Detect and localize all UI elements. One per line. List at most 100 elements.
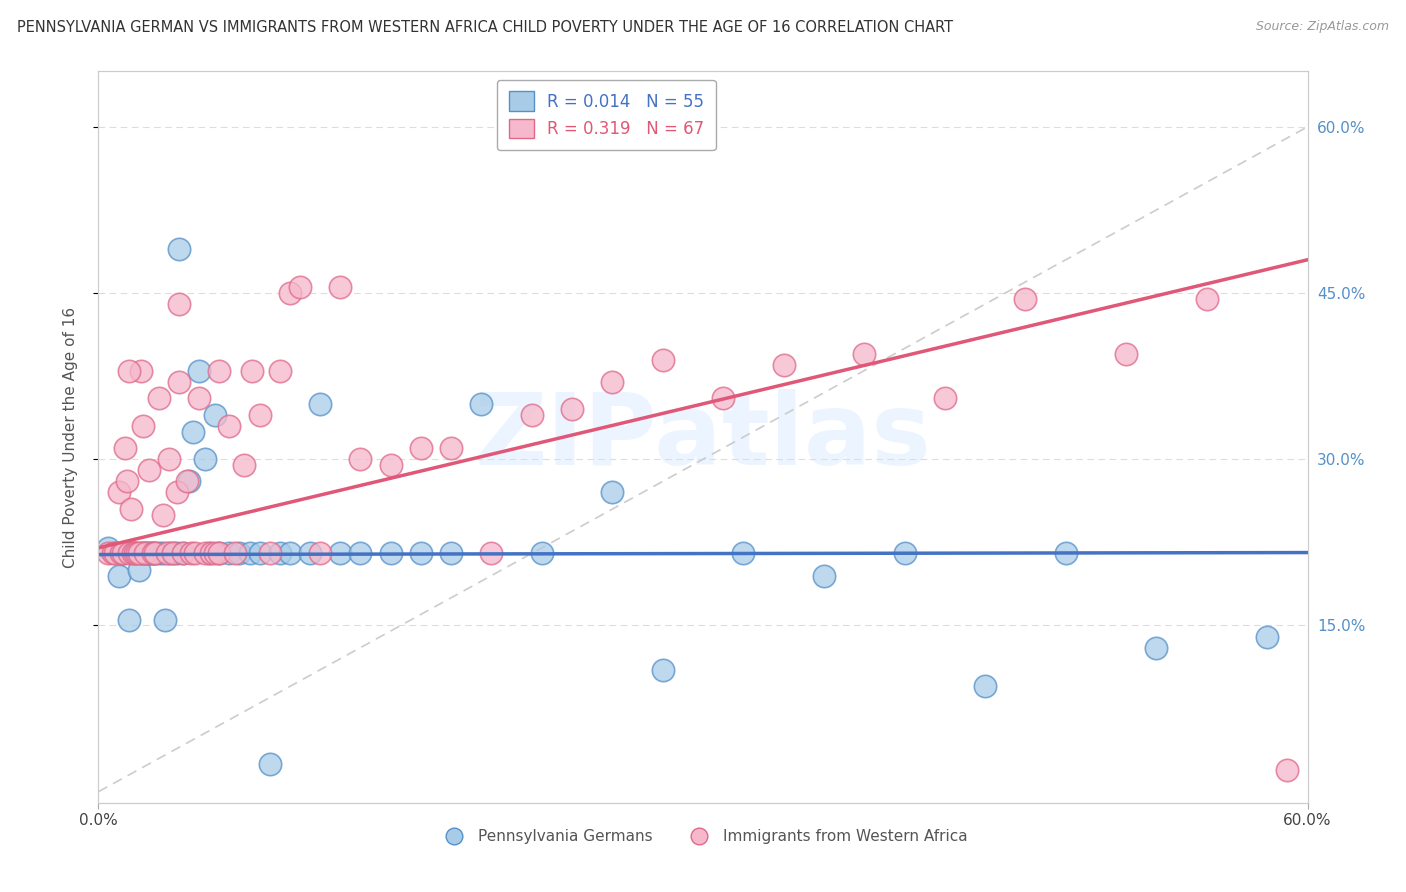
Point bbox=[179, 475, 201, 489]
Point bbox=[184, 546, 207, 560]
Point bbox=[111, 546, 134, 560]
Point bbox=[602, 485, 624, 500]
Point bbox=[440, 441, 463, 455]
Point bbox=[114, 441, 136, 455]
Point bbox=[111, 546, 134, 560]
Point bbox=[142, 546, 165, 560]
Point bbox=[162, 546, 184, 560]
Point bbox=[380, 458, 402, 472]
Point bbox=[349, 546, 371, 560]
Point bbox=[166, 485, 188, 500]
Point bbox=[162, 546, 184, 560]
Point bbox=[135, 546, 157, 560]
Point bbox=[125, 546, 148, 560]
Point bbox=[121, 546, 143, 560]
Point bbox=[733, 546, 755, 560]
Point bbox=[1195, 292, 1218, 306]
Point bbox=[167, 297, 190, 311]
Point bbox=[278, 546, 301, 560]
Point bbox=[132, 546, 155, 560]
Point bbox=[602, 375, 624, 389]
Point bbox=[218, 419, 240, 434]
Point bbox=[118, 363, 141, 377]
Point bbox=[115, 475, 138, 489]
Point bbox=[188, 392, 211, 406]
Point bbox=[1054, 546, 1077, 560]
Point bbox=[172, 546, 194, 560]
Point bbox=[481, 546, 503, 560]
Point bbox=[561, 402, 583, 417]
Point bbox=[134, 546, 156, 560]
Point bbox=[138, 463, 160, 477]
Point bbox=[138, 546, 160, 560]
Point bbox=[380, 546, 402, 560]
Point bbox=[893, 546, 915, 560]
Point bbox=[152, 508, 174, 522]
Point bbox=[1146, 640, 1168, 655]
Point bbox=[239, 546, 262, 560]
Point bbox=[208, 546, 231, 560]
Point bbox=[148, 546, 170, 560]
Point bbox=[198, 546, 221, 560]
Point bbox=[110, 546, 132, 560]
Point bbox=[1256, 630, 1278, 644]
Point bbox=[152, 546, 174, 560]
Point bbox=[188, 363, 211, 377]
Point bbox=[218, 546, 240, 560]
Point bbox=[156, 546, 179, 560]
Point bbox=[309, 397, 332, 411]
Point bbox=[172, 546, 194, 560]
Point bbox=[118, 613, 141, 627]
Point bbox=[259, 757, 281, 772]
Point bbox=[269, 363, 291, 377]
Point bbox=[181, 425, 204, 439]
Point bbox=[153, 613, 176, 627]
Point bbox=[813, 568, 835, 582]
Point bbox=[118, 546, 141, 560]
Point bbox=[101, 546, 124, 560]
Point bbox=[349, 452, 371, 467]
Point bbox=[299, 546, 322, 560]
Point bbox=[228, 546, 250, 560]
Point bbox=[934, 392, 956, 406]
Point bbox=[520, 408, 543, 422]
Point bbox=[651, 663, 673, 677]
Point bbox=[259, 546, 281, 560]
Point bbox=[194, 452, 217, 467]
Point bbox=[329, 546, 352, 560]
Point bbox=[97, 541, 120, 555]
Point bbox=[530, 546, 553, 560]
Point bbox=[157, 546, 180, 560]
Point bbox=[124, 546, 146, 560]
Point bbox=[180, 546, 202, 560]
Point bbox=[200, 546, 222, 560]
Point bbox=[1014, 292, 1036, 306]
Point bbox=[440, 546, 463, 560]
Point bbox=[167, 375, 190, 389]
Point bbox=[176, 475, 198, 489]
Point bbox=[134, 546, 156, 560]
Point bbox=[166, 546, 188, 560]
Point bbox=[409, 441, 432, 455]
Point bbox=[167, 242, 190, 256]
Text: Source: ZipAtlas.com: Source: ZipAtlas.com bbox=[1256, 20, 1389, 33]
Point bbox=[124, 546, 146, 560]
Point bbox=[853, 347, 876, 361]
Point bbox=[269, 546, 291, 560]
Point bbox=[288, 280, 311, 294]
Point bbox=[107, 485, 129, 500]
Point bbox=[157, 452, 180, 467]
Point bbox=[1277, 763, 1299, 777]
Point bbox=[132, 419, 155, 434]
Point bbox=[232, 458, 254, 472]
Point bbox=[1115, 347, 1137, 361]
Point bbox=[309, 546, 332, 560]
Point bbox=[148, 392, 170, 406]
Point bbox=[120, 502, 142, 516]
Point bbox=[129, 546, 152, 560]
Legend: Pennsylvania Germans, Immigrants from Western Africa: Pennsylvania Germans, Immigrants from We… bbox=[432, 822, 974, 850]
Point bbox=[204, 546, 226, 560]
Point bbox=[143, 546, 166, 560]
Point bbox=[208, 546, 231, 560]
Point bbox=[329, 280, 352, 294]
